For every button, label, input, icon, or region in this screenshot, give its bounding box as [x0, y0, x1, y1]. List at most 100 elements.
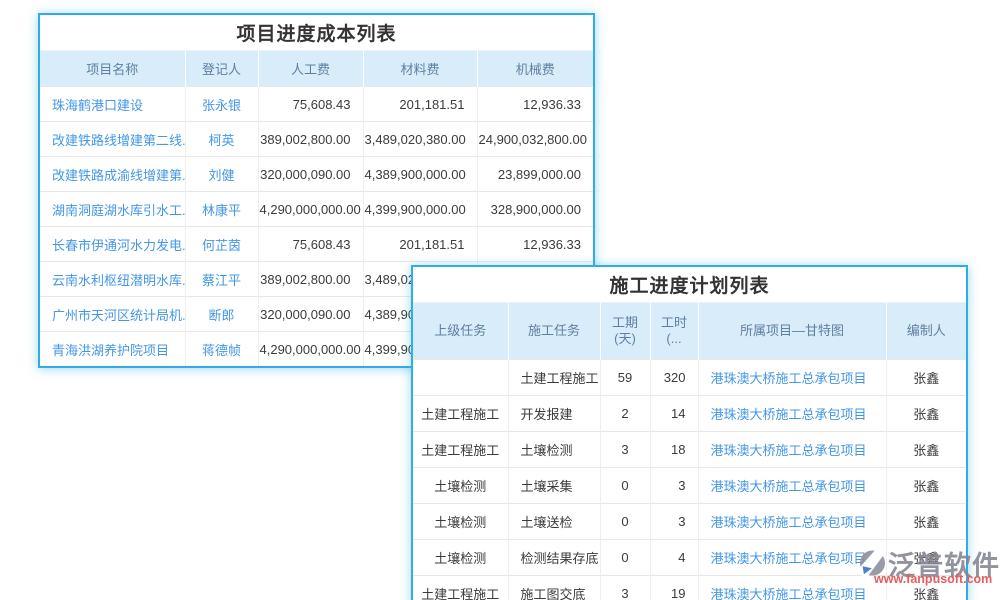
machine-cost-value: 23,899,000.00 — [476, 156, 593, 192]
parent-task-cell: 土建工程施工 — [413, 575, 508, 600]
gantt-project-link[interactable]: 港珠澳大桥施工总承包项目 — [697, 395, 886, 432]
labor-cost-value: 75,608.43 — [257, 86, 363, 122]
table-row: 珠海鹤港口建设 张永银 75,608.43 201,181.51 12,936.… — [40, 86, 593, 122]
labor-cost-value: 4,290,000,000.00 — [257, 191, 363, 227]
material-cost-value: 201,181.51 — [362, 226, 477, 262]
material-cost-value: 3,489,020,380.00 — [362, 121, 477, 157]
duration-cell: 0 — [599, 503, 650, 540]
gantt-project-link[interactable]: 港珠澳大桥施工总承包项目 — [697, 431, 886, 468]
registrant-link[interactable]: 柯英 — [184, 121, 258, 157]
cost-table-title: 项目进度成本列表 — [236, 24, 397, 45]
material-cost-value: 4,389,900,000.00 — [362, 156, 477, 192]
table-row: 土建工程施工 59 320 港珠澳大桥施工总承包项目 张鑫 — [413, 359, 966, 396]
plan-table: 上级任务 施工任务 工期 (天) 工时 (... 所属项目—甘特图 编制人 土建工程… — [413, 302, 966, 600]
project-name-link[interactable]: 改建铁路成渝线增建第... — [40, 156, 185, 192]
machine-cost-value: 12,936.33 — [476, 86, 593, 122]
registrant-link[interactable]: 蔡江平 — [184, 261, 258, 297]
hours-cell: 18 — [649, 431, 698, 468]
table-row: 改建铁路线增建第二线... 柯英 389,002,800.00 3,489,02… — [40, 121, 593, 157]
col-header-project-gantt: 所属项目—甘特图 — [697, 302, 886, 360]
labor-cost-value: 389,002,800.00 — [257, 121, 363, 157]
registrant-link[interactable]: 张永银 — [184, 86, 258, 122]
fanpu-watermark-row: 泛普软件 — [858, 543, 1000, 583]
registrant-link[interactable]: 刘健 — [184, 156, 258, 192]
author-cell: 张鑫 — [885, 359, 966, 396]
hours-cell: 14 — [649, 395, 698, 432]
task-cell: 土建工程施工 — [507, 359, 600, 396]
project-name-link[interactable]: 青海洪湖养护院项目 — [40, 331, 185, 366]
gantt-project-link[interactable]: 港珠澳大桥施工总承包项目 — [697, 467, 886, 504]
duration-cell: 0 — [599, 467, 650, 504]
hours-cell: 19 — [649, 575, 698, 600]
project-name-link[interactable]: 改建铁路线增建第二线... — [40, 121, 185, 157]
project-name-link[interactable]: 云南水利枢纽潜明水库... — [40, 261, 185, 297]
fanpu-brand-text: 泛普软件 — [888, 550, 1000, 581]
hours-cell: 3 — [649, 467, 698, 504]
author-cell: 张鑫 — [885, 467, 966, 504]
table-row: 土建工程施工 施工图交底 3 19 港珠澳大桥施工总承包项目 张鑫 — [413, 575, 966, 600]
material-cost-value: 4,399,900,000.00 — [362, 191, 477, 227]
author-cell: 张鑫 — [885, 575, 966, 600]
table-row: 改建铁路成渝线增建第... 刘健 320,000,090.00 4,389,90… — [40, 156, 593, 192]
fanpu-logo-icon — [858, 547, 886, 579]
table-row: 土壤检测 土壤采集 0 3 港珠澳大桥施工总承包项目 张鑫 — [413, 467, 966, 504]
task-cell: 开发报建 — [507, 395, 600, 432]
project-name-link[interactable]: 湖南洞庭湖水库引水工... — [40, 191, 185, 227]
labor-cost-value: 320,000,090.00 — [257, 296, 363, 332]
parent-task-cell: 土壤检测 — [413, 467, 508, 504]
table-row: 土建工程施工 土壤检测 3 18 港珠澳大桥施工总承包项目 张鑫 — [413, 431, 966, 468]
col-header-material-cost: 材料费 — [362, 50, 477, 87]
parent-task-cell: 土壤检测 — [413, 539, 508, 576]
parent-task-cell: 土建工程施工 — [413, 431, 508, 468]
table-row: 土建工程施工 开发报建 2 14 港珠澳大桥施工总承包项目 张鑫 — [413, 395, 966, 432]
task-cell: 土壤采集 — [507, 467, 600, 504]
fanpu-url-text: www.fanpusoft.com — [874, 572, 993, 586]
author-cell: 张鑫 — [885, 539, 966, 576]
table-row: 湖南洞庭湖水库引水工... 林康平 4,290,000,000.00 4,399… — [40, 191, 593, 227]
col-header-construction-task: 施工任务 — [507, 302, 600, 360]
duration-cell: 2 — [599, 395, 650, 432]
author-cell: 张鑫 — [885, 503, 966, 540]
cost-table-header-row: 项目名称 登记人 人工费 材料费 机械费 — [40, 50, 593, 87]
col-header-machine-cost: 机械费 — [476, 50, 593, 87]
material-cost-value: 201,181.51 — [362, 86, 477, 122]
hours-cell: 4 — [649, 539, 698, 576]
registrant-link[interactable]: 蒋德帧 — [184, 331, 258, 366]
project-name-link[interactable]: 长春市伊通河水力发电... — [40, 226, 185, 262]
col-header-parent-task: 上级任务 — [413, 302, 508, 360]
machine-cost-value: 12,936.33 — [476, 226, 593, 262]
table-row: 土壤检测 检测结果存底 0 4 港珠澳大桥施工总承包项目 张鑫 — [413, 539, 966, 576]
col-header-duration-days: 工期 (天) — [599, 302, 650, 360]
duration-cell: 59 — [599, 359, 650, 396]
author-cell: 张鑫 — [885, 431, 966, 468]
labor-cost-value: 4,290,000,000.00 — [257, 331, 363, 366]
labor-cost-value: 75,608.43 — [257, 226, 363, 262]
hours-cell: 320 — [649, 359, 698, 396]
duration-cell: 3 — [599, 431, 650, 468]
fanpu-watermark: 泛普软件 www.fanpusoft.com — [858, 543, 1000, 586]
gantt-project-link[interactable]: 港珠澳大桥施工总承包项目 — [697, 503, 886, 540]
labor-cost-value: 320,000,090.00 — [257, 156, 363, 192]
machine-cost-value: 24,900,032,800.00 — [476, 121, 593, 157]
project-name-link[interactable]: 广州市天河区统计局机... — [40, 296, 185, 332]
gantt-project-link[interactable]: 港珠澳大桥施工总承包项目 — [697, 359, 886, 396]
table-row: 土壤检测 土壤送检 0 3 港珠澳大桥施工总承包项目 张鑫 — [413, 503, 966, 540]
registrant-link[interactable]: 断郎 — [184, 296, 258, 332]
project-name-link[interactable]: 珠海鹤港口建设 — [40, 86, 185, 122]
col-header-labor-cost: 人工费 — [257, 50, 363, 87]
plan-table-header-row: 上级任务 施工任务 工期 (天) 工时 (... 所属项目—甘特图 编制人 — [413, 302, 966, 360]
parent-task-cell: 土建工程施工 — [413, 395, 508, 432]
task-cell: 土壤送检 — [507, 503, 600, 540]
plan-table-title: 施工进度计划列表 — [609, 276, 770, 297]
col-header-author: 编制人 — [885, 302, 966, 360]
col-header-work-hours: 工时 (... — [649, 302, 698, 360]
gantt-project-link[interactable]: 港珠澳大桥施工总承包项目 — [697, 539, 886, 576]
task-cell: 检测结果存底 — [507, 539, 600, 576]
registrant-link[interactable]: 林康平 — [184, 191, 258, 227]
duration-cell: 0 — [599, 539, 650, 576]
hours-cell: 3 — [649, 503, 698, 540]
duration-cell: 3 — [599, 575, 650, 600]
registrant-link[interactable]: 何芷茵 — [184, 226, 258, 262]
col-header-project-name: 项目名称 — [40, 50, 185, 87]
gantt-project-link[interactable]: 港珠澳大桥施工总承包项目 — [697, 575, 886, 600]
